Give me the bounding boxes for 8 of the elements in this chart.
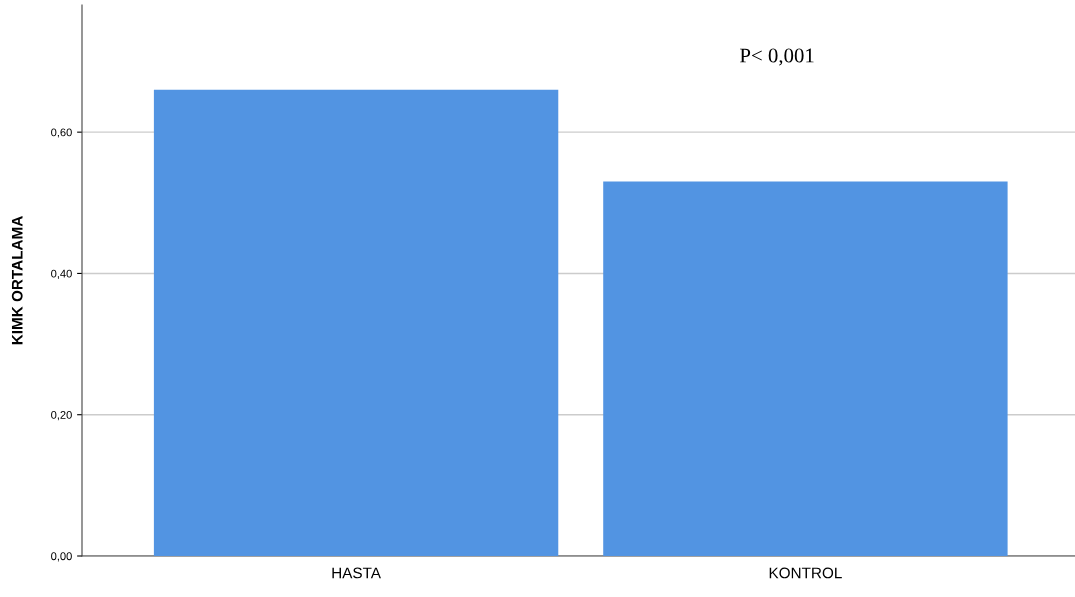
y-tick-label: 0,00: [51, 552, 72, 562]
x-tick-label: KONTROL: [769, 567, 842, 579]
x-tick-label: HASTA: [332, 567, 381, 579]
y-tick-label: 0,20: [51, 410, 72, 421]
annotation: P< 0,001: [739, 48, 814, 66]
y-axis-title: KIMK ORTALAMA: [11, 216, 23, 345]
y-tick-label: 0,60: [51, 128, 72, 138]
y-tick-label: 0,40: [51, 269, 72, 279]
